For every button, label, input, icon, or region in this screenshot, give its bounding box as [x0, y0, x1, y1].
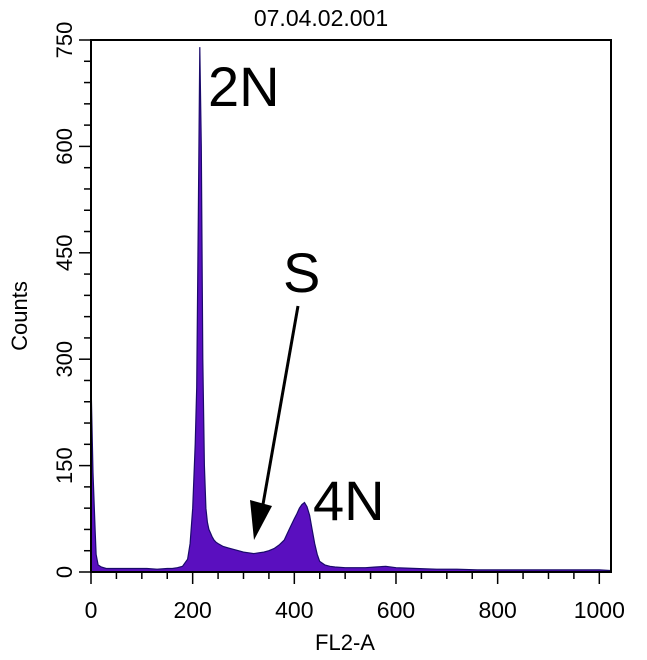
plot-area: 0 200 400 600 800 1000 0 150 300 450 600 750 — [52, 22, 625, 623]
x-tick-label: 800 — [478, 597, 516, 623]
annotation-s: S — [283, 241, 320, 304]
y-tick-label: 300 — [52, 341, 77, 378]
x-axis-label: FL2-A — [315, 630, 375, 655]
y-tick-label: 0 — [52, 566, 77, 578]
x-tick-label: 0 — [85, 597, 98, 623]
x-tick-label: 200 — [173, 597, 211, 623]
plot-frame — [90, 39, 612, 573]
x-tick-label: 1000 — [574, 597, 625, 623]
chart-title: 07.04.02.001 — [254, 5, 388, 31]
x-tick-label: 600 — [377, 597, 415, 623]
annotation-2n: 2N — [208, 55, 280, 118]
annotation-4n: 4N — [313, 469, 385, 532]
y-tick-label: 750 — [52, 22, 77, 59]
y-tick-label: 150 — [52, 447, 77, 484]
s-phase-arrow — [250, 305, 300, 540]
series-0-area — [90, 47, 612, 573]
x-tick-label: 400 — [275, 597, 313, 623]
y-tick-label: 450 — [52, 234, 77, 271]
y-tick-label: 600 — [52, 128, 77, 165]
y-axis-label: Counts — [7, 281, 32, 351]
